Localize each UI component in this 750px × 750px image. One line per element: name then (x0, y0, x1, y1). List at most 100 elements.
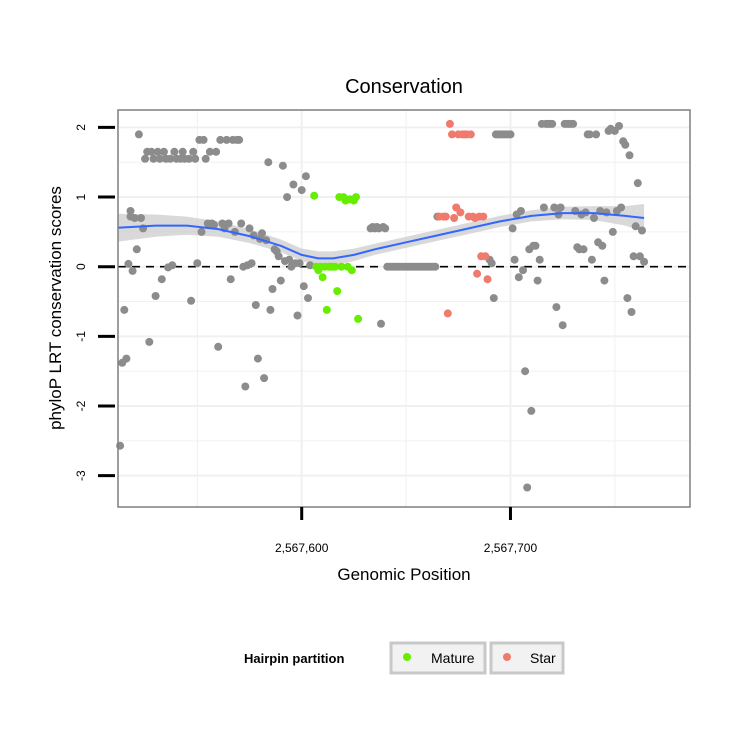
data-point-other (266, 305, 275, 314)
data-point-other (141, 154, 150, 163)
data-point-star (456, 208, 465, 217)
data-point-mature (333, 287, 342, 296)
data-point-star (445, 119, 454, 128)
y-axis-label: phyloP LRT conservation scores (46, 186, 65, 430)
data-point-other (487, 259, 496, 268)
data-point-other (615, 122, 623, 130)
data-point-mature (352, 193, 360, 202)
y-tick-label: 1 (74, 193, 88, 200)
y-tick-label: -3 (74, 470, 88, 481)
data-point-star (441, 212, 450, 221)
data-point-other (264, 158, 273, 167)
data-point-other (306, 261, 315, 270)
data-point-other (608, 227, 617, 236)
data-point-other (519, 266, 527, 275)
data-point-other (587, 255, 596, 264)
data-point-other (304, 294, 312, 303)
data-point-other (147, 147, 156, 156)
data-point-other (548, 119, 557, 128)
data-point-other (629, 252, 638, 261)
data-point-other (556, 203, 565, 212)
data-point-other (216, 135, 225, 144)
data-point-other (295, 259, 304, 268)
data-point-other (598, 241, 607, 250)
data-point-other (633, 179, 642, 188)
data-point-other (579, 245, 588, 254)
legend-label-star: Star (530, 650, 556, 666)
data-point-other (168, 261, 177, 270)
data-point-mature (331, 262, 340, 271)
data-point-other (627, 308, 636, 316)
data-point-other (558, 321, 567, 330)
data-point-other (210, 220, 218, 229)
data-point-other (159, 147, 168, 156)
data-point-star (483, 275, 492, 284)
data-point-other (297, 186, 306, 195)
data-point-other (241, 382, 250, 391)
data-point-other (533, 276, 542, 285)
data-point-other (638, 226, 646, 235)
data-point-other (585, 130, 594, 139)
data-point-other (535, 255, 544, 264)
data-point-other (514, 273, 523, 282)
data-point-other (258, 229, 266, 238)
data-point-other (569, 119, 578, 128)
data-point-other (527, 406, 536, 415)
data-point-other (621, 140, 630, 149)
data-point-other (381, 224, 390, 233)
data-point-other (145, 337, 154, 346)
data-point-other (157, 275, 166, 284)
data-point-other (640, 257, 649, 266)
data-point-other (523, 483, 532, 492)
data-point-other (285, 255, 294, 264)
data-point-other (205, 147, 214, 156)
data-point-other (531, 241, 540, 250)
data-point-star (448, 130, 456, 139)
data-point-other (289, 180, 298, 189)
data-point-other (251, 301, 260, 309)
grid-lines (118, 110, 690, 507)
y-tick-label: -1 (74, 331, 88, 342)
data-point-other (178, 147, 187, 156)
x-tick-label: 2,567,600 (275, 541, 329, 555)
data-point-other (128, 266, 137, 275)
data-point-other (550, 203, 559, 212)
data-point-star (473, 269, 482, 278)
data-point-other (625, 151, 634, 160)
data-point-other (212, 147, 221, 156)
data-point-star (443, 309, 452, 318)
data-point-other (631, 222, 640, 231)
data-point-other (193, 259, 202, 268)
data-point-mature (354, 314, 363, 323)
legend-key-star (489, 641, 565, 675)
data-point-other (274, 252, 283, 261)
data-point-other (489, 294, 498, 303)
data-point-other (166, 154, 175, 163)
data-point-other (539, 203, 548, 212)
chart-title: Conservation (345, 76, 463, 98)
data-point-other (617, 203, 626, 212)
plot-border (117, 109, 691, 508)
data-point-other (151, 292, 160, 300)
data-point-other (235, 135, 244, 144)
data-point-other (197, 227, 206, 236)
data-point-other (199, 135, 208, 144)
data-point-other (224, 219, 233, 228)
data-point-other (222, 135, 231, 144)
data-point-other (431, 262, 440, 271)
data-point-other (137, 214, 145, 222)
data-point-other (253, 354, 262, 363)
data-point-other (600, 276, 609, 285)
data-point-other (245, 224, 254, 233)
data-point-mature (337, 262, 346, 271)
data-point-other (278, 161, 287, 170)
data-point-other (153, 147, 162, 156)
data-point-other (293, 311, 302, 320)
data-point-other (506, 130, 515, 139)
legend-swatch-star (503, 653, 511, 661)
legend-label-mature: Mature (431, 650, 475, 666)
data-point-other (189, 147, 198, 156)
y-tick-label: -2 (74, 400, 88, 411)
data-point-other (592, 130, 601, 139)
data-point-other (214, 342, 223, 351)
